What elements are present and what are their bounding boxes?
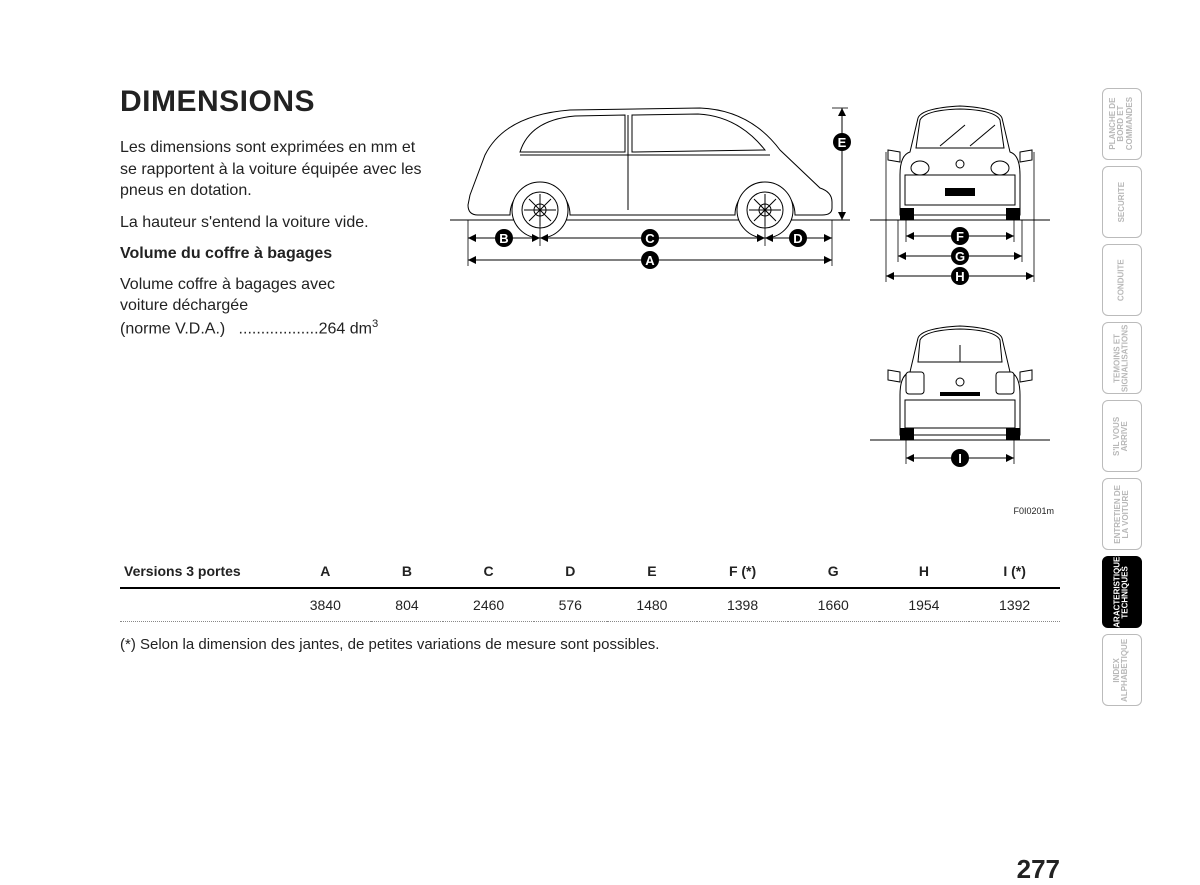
cell: 1398 (697, 588, 788, 622)
col-D: D (534, 555, 607, 588)
dimension-figure: B C D A E (450, 80, 1060, 516)
intro-block: Les dimensions sont exprimées en mm et s… (120, 137, 430, 340)
col-F: F (*) (697, 555, 788, 588)
table-row: 3840 804 2460 576 1480 1398 1660 1954 13… (120, 588, 1060, 622)
dimensions-table-wrap: Versions 3 portes A B C D E F (*) G H I … (120, 555, 1060, 653)
cell: 1480 (607, 588, 698, 622)
row-label-cell (120, 588, 280, 622)
page-number: 277 (1017, 854, 1060, 885)
section-tabs: PLANCHE DEBORD ETCOMMANDES SECURITE COND… (1102, 88, 1142, 712)
cell: 804 (371, 588, 444, 622)
svg-text:D: D (793, 231, 802, 246)
tab-driving[interactable]: CONDUITE (1102, 244, 1142, 316)
intro-p1: Les dimensions sont exprimées en mm et s… (120, 137, 430, 202)
cell: 2460 (443, 588, 534, 622)
col-I: I (*) (969, 555, 1060, 588)
svg-text:E: E (838, 135, 847, 150)
trunk-heading: Volume du coffre à bagages (120, 243, 430, 265)
tab-security[interactable]: SECURITE (1102, 166, 1142, 238)
cell: 1954 (879, 588, 970, 622)
intro-p2: La hauteur s'entend la voiture vide. (120, 212, 430, 234)
page-content: DIMENSIONS Les dimensions sont exprimées… (120, 85, 1060, 845)
svg-text:H: H (955, 269, 964, 284)
svg-text:I: I (958, 451, 962, 466)
col-A: A (280, 555, 371, 588)
col-G: G (788, 555, 879, 588)
col-C: C (443, 555, 534, 588)
svg-text:G: G (955, 249, 965, 264)
tab-index[interactable]: INDEXALPHABETIQUE (1102, 634, 1142, 706)
trunk-line2: voiture déchargée (120, 296, 430, 317)
trunk-volume: Volume coffre à bagages avec voiture déc… (120, 275, 430, 340)
tab-maintenance[interactable]: ENTRETIEN DELA VOITURE (1102, 478, 1142, 550)
trunk-line1: Volume coffre à bagages avec (120, 275, 430, 296)
tab-dashboard[interactable]: PLANCHE DEBORD ETCOMMANDES (1102, 88, 1142, 160)
svg-text:A: A (645, 253, 655, 268)
col-B: B (371, 555, 444, 588)
cell: 576 (534, 588, 607, 622)
cell: 1392 (969, 588, 1060, 622)
svg-text:C: C (645, 231, 655, 246)
tab-specs[interactable]: CARACTERISTIQUESTECHNIQUES (1102, 556, 1142, 628)
figure-caption: F0I0201m (450, 506, 1060, 516)
svg-text:B: B (499, 231, 508, 246)
col-H: H (879, 555, 970, 588)
col-E: E (607, 555, 698, 588)
table-header-row: Versions 3 portes A B C D E F (*) G H I … (120, 555, 1060, 588)
footnote: (*) Selon la dimension des jantes, de pe… (120, 636, 1060, 653)
tab-warnings[interactable]: TEMOINS ETSIGNALISATIONS (1102, 322, 1142, 394)
svg-text:F: F (956, 229, 964, 244)
trunk-value: (norme V.D.A.) ..................264 dm3 (120, 317, 430, 340)
cell: 3840 (280, 588, 371, 622)
row-label-header: Versions 3 portes (120, 555, 280, 588)
tab-emergency[interactable]: S'IL VOUSARRIVE (1102, 400, 1142, 472)
dimensions-table: Versions 3 portes A B C D E F (*) G H I … (120, 555, 1060, 622)
cell: 1660 (788, 588, 879, 622)
